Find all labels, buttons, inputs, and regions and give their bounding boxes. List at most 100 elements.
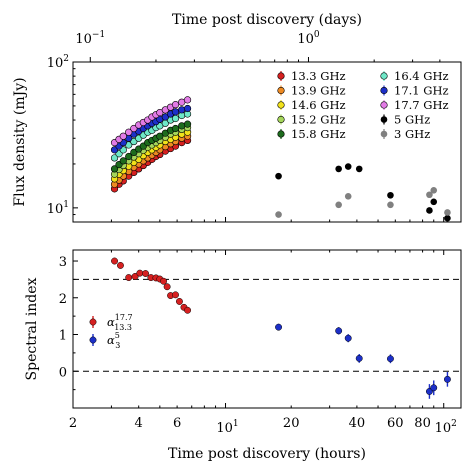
flux-point xyxy=(110,165,119,173)
days-tick-label: 100 xyxy=(297,30,320,47)
legend-label: 15.2 GHz xyxy=(291,113,346,127)
flux-point xyxy=(387,201,394,209)
index-series xyxy=(275,323,451,399)
legend-marker xyxy=(277,86,285,95)
index-point xyxy=(125,274,133,282)
index-point xyxy=(117,261,124,269)
flux-point xyxy=(426,207,433,214)
flux-point xyxy=(335,165,342,173)
hours-tick-label: 101 xyxy=(216,419,238,436)
flux-series xyxy=(110,120,192,173)
flux-point xyxy=(119,132,127,140)
index-point xyxy=(344,334,352,342)
index-series xyxy=(111,257,192,314)
legend-marker xyxy=(380,116,388,123)
index-point xyxy=(275,323,283,331)
legend-marker xyxy=(277,101,285,109)
legend-marker xyxy=(277,72,285,80)
legend-label: α17.7 13.3 xyxy=(107,313,133,332)
flux-point xyxy=(110,154,119,162)
index-axis-label: Spectral index xyxy=(24,277,40,380)
flux-point xyxy=(275,211,282,218)
index-point xyxy=(131,273,139,280)
flux-point xyxy=(444,209,451,216)
index-point xyxy=(387,355,394,363)
index-point xyxy=(160,277,167,285)
legend-label: 17.1 GHz xyxy=(394,84,449,98)
hours-tick-label: 2 xyxy=(69,416,77,431)
index-point xyxy=(175,297,183,305)
flux-point xyxy=(335,201,342,209)
index-point xyxy=(142,270,149,277)
flux-point xyxy=(125,152,133,161)
legend-label: 17.7 GHz xyxy=(394,98,449,112)
hours-tick-label: 102 xyxy=(435,419,457,436)
legend-marker xyxy=(89,336,97,344)
index-tick-label: 3 xyxy=(59,255,67,270)
flux-point xyxy=(130,148,138,157)
legend-label: 5 GHz xyxy=(394,113,430,127)
index-tick-label: 2 xyxy=(59,292,67,307)
flux-series xyxy=(275,186,451,218)
flux-point xyxy=(444,214,451,222)
flux-point xyxy=(426,191,433,199)
top-panel: 10−1 100 Time post discovery (days) 101 102 F… xyxy=(12,12,462,223)
flux-point xyxy=(183,120,192,128)
legend-label: 13.3 GHz xyxy=(291,69,346,83)
flux-series xyxy=(275,163,451,222)
bottom-panel-frame xyxy=(72,249,462,409)
index-point xyxy=(355,354,363,362)
legend-marker xyxy=(380,101,388,109)
legend-marker xyxy=(89,318,97,326)
index-point xyxy=(111,257,118,265)
flux-point xyxy=(119,157,127,165)
days-axis-label: Time post discovery (days) xyxy=(172,12,362,28)
legend-marker xyxy=(380,130,388,138)
legend-label: 13.9 GHz xyxy=(291,84,346,98)
flux-point xyxy=(171,124,180,133)
flux-point xyxy=(171,101,180,109)
hours-axis-label: Time post discovery (hours) xyxy=(168,446,366,462)
legend-marker xyxy=(380,86,388,95)
legend-marker xyxy=(380,72,388,80)
flux-point xyxy=(355,165,363,173)
flux-point xyxy=(183,104,192,113)
flux-point xyxy=(156,132,164,140)
index-point xyxy=(430,384,438,392)
legend-marker xyxy=(277,130,285,138)
flux-tick-label: 101 xyxy=(47,200,69,217)
index-point xyxy=(443,375,451,383)
legend-marker xyxy=(277,115,285,124)
hours-tick-label: 60 xyxy=(387,416,404,431)
flux-point xyxy=(387,191,394,199)
index-point xyxy=(136,269,144,277)
index-point xyxy=(184,306,192,314)
flux-point xyxy=(178,106,186,114)
index-point xyxy=(163,283,171,291)
flux-point xyxy=(125,128,133,136)
legend-label: 15.8 GHz xyxy=(291,127,346,141)
hours-tick-label: 80 xyxy=(414,416,431,431)
flux-point xyxy=(183,96,192,104)
index-tick-label: 1 xyxy=(59,329,67,344)
flux-point xyxy=(430,186,438,194)
legend-label: 3 GHz xyxy=(394,127,430,141)
index-point xyxy=(335,327,343,335)
hours-tick-label: 4 xyxy=(135,416,143,431)
days-tick-label: 10−1 xyxy=(75,30,105,47)
hours-tick-label: 6 xyxy=(173,416,181,431)
flux-point xyxy=(130,124,138,133)
legend-label: 14.6 GHz xyxy=(291,98,346,112)
flux-series xyxy=(110,96,192,147)
top-panel-frame xyxy=(72,61,462,223)
flux-tick-label: 102 xyxy=(47,54,69,71)
index-tick-label: 0 xyxy=(59,365,67,380)
index-legend: α17.7 13.3α5 3 xyxy=(89,313,133,350)
flux-axis-label: Flux density (mJy) xyxy=(12,77,28,206)
legend-label: 16.4 GHz xyxy=(394,69,449,83)
flux-point xyxy=(344,163,352,170)
flux-point xyxy=(275,172,282,180)
